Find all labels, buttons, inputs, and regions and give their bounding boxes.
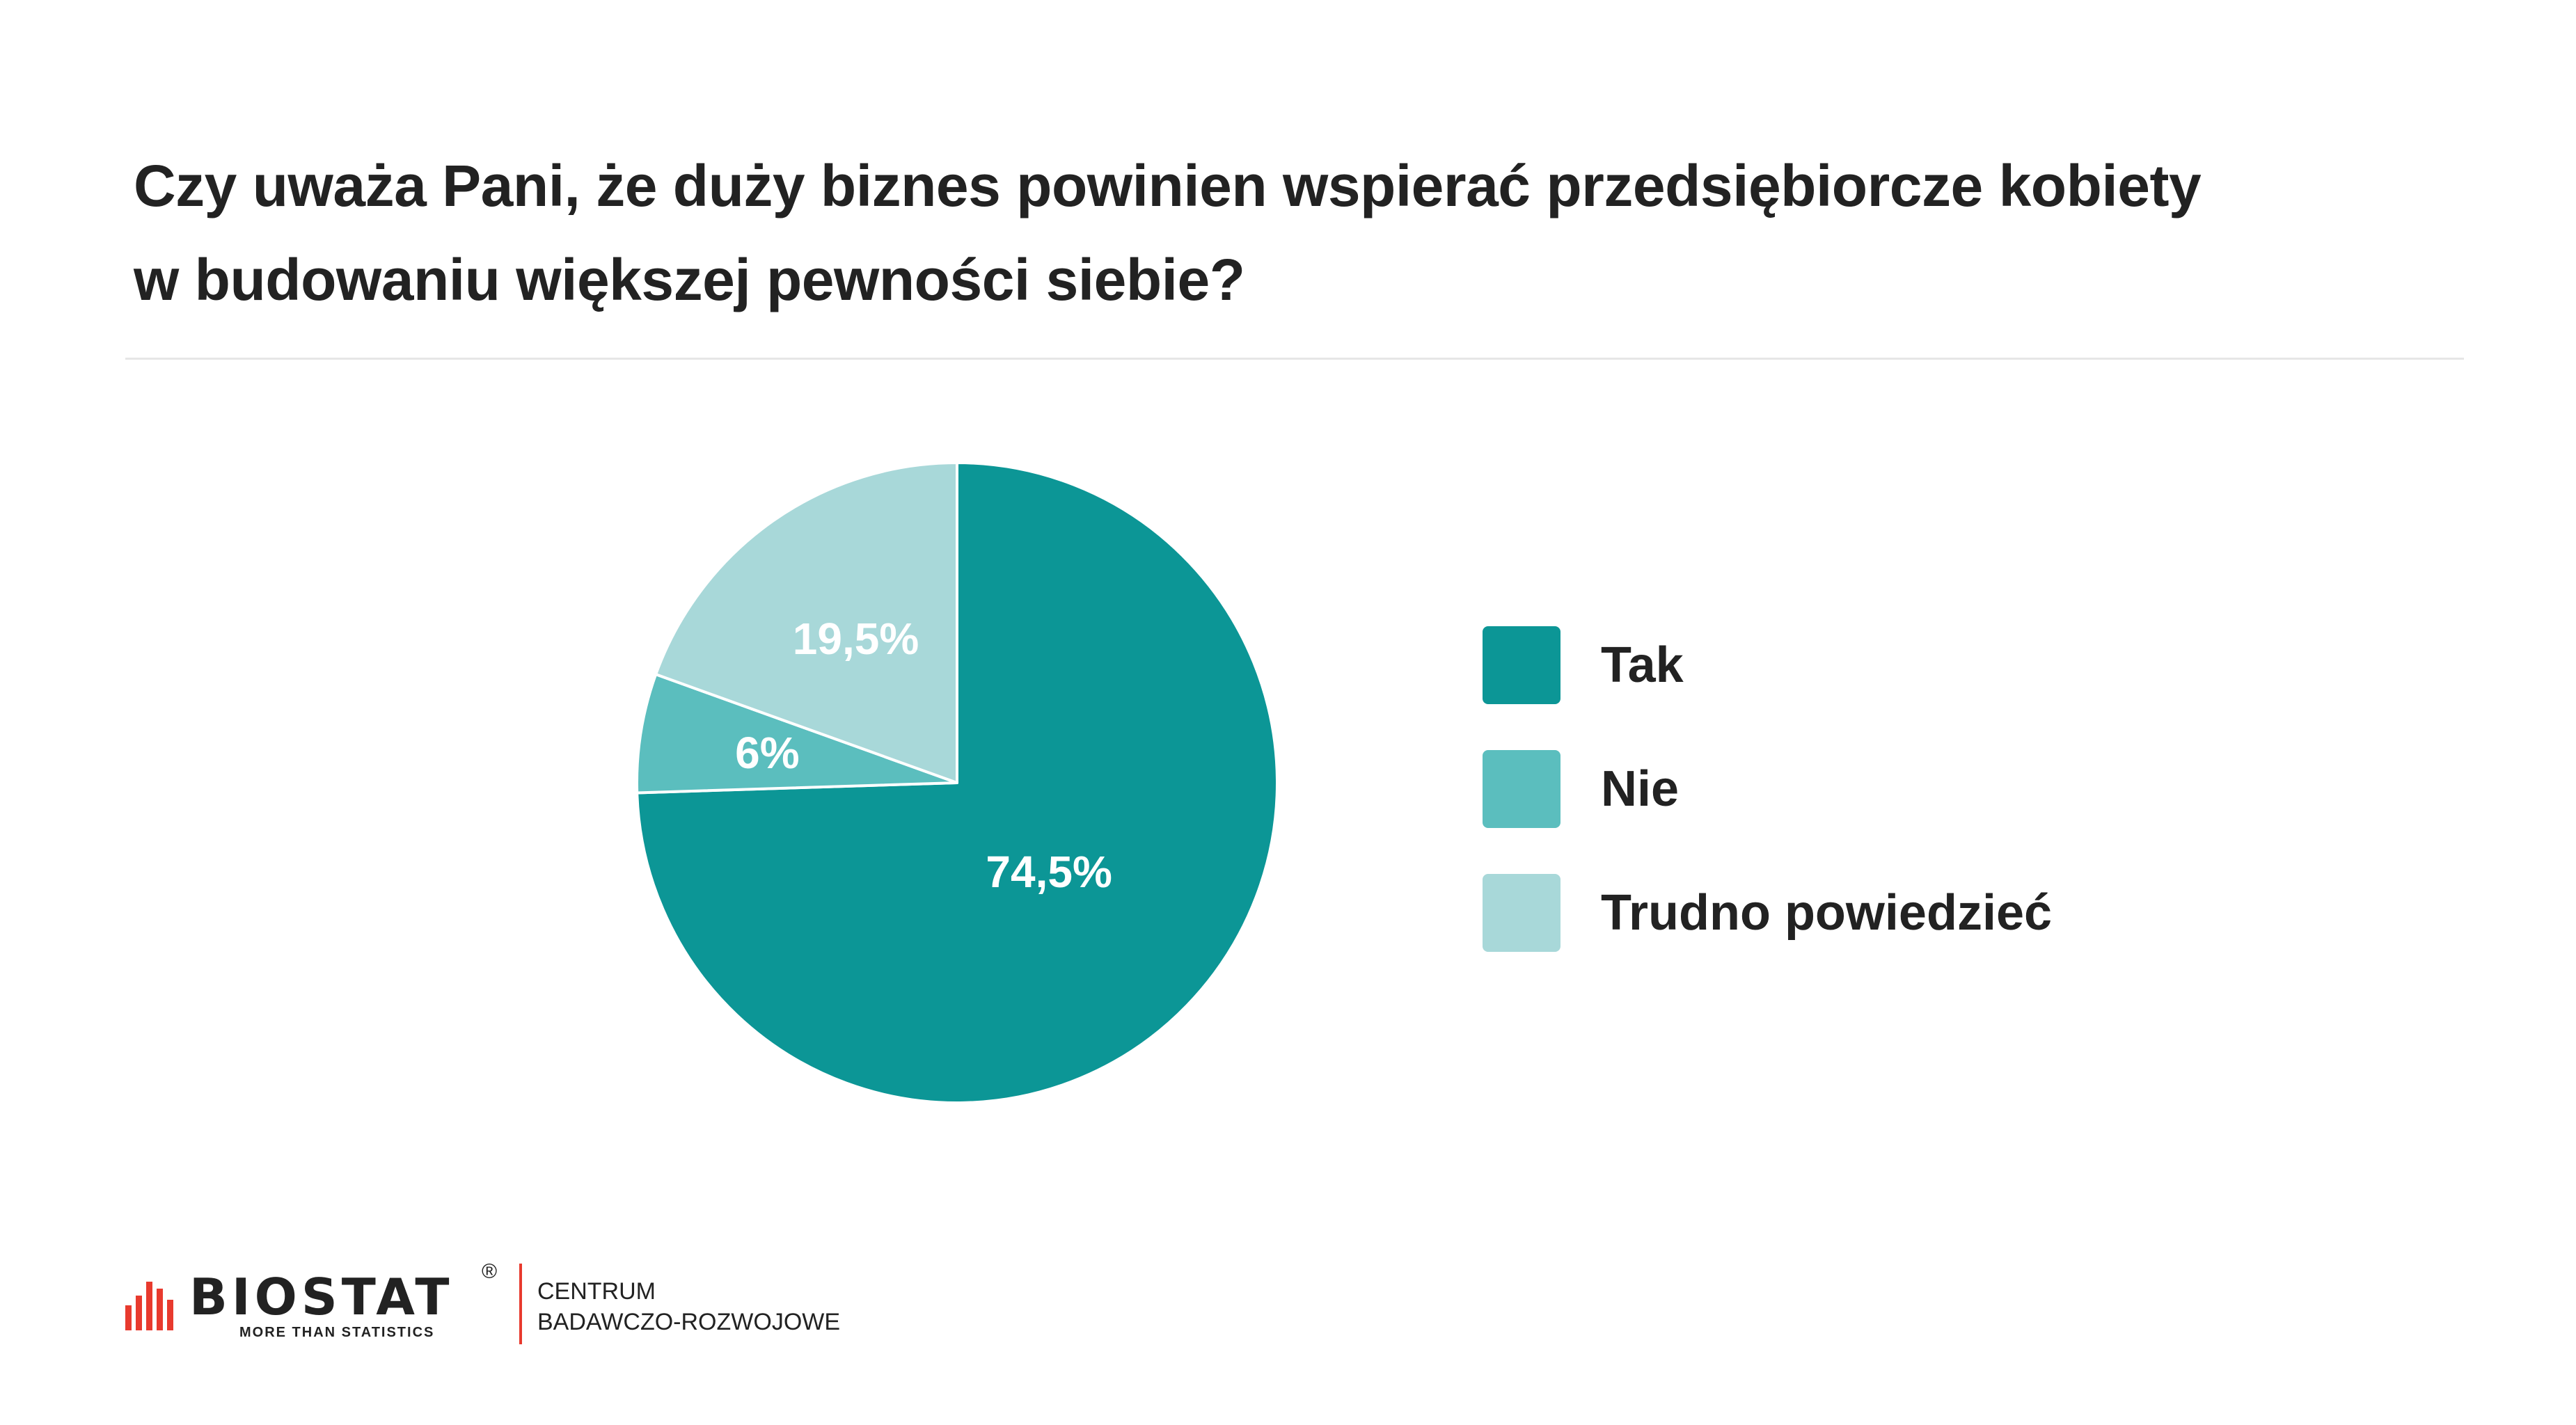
logo-bars-icon bbox=[125, 1282, 173, 1330]
logo-brand: BIOSTAT bbox=[189, 1268, 454, 1326]
legend-label-trudno-powiedziec: Trudno powiedzieć bbox=[1601, 885, 2053, 941]
legend-item-trudno-powiedziec: Trudno powiedzieć bbox=[1483, 874, 2248, 954]
chart-title: Czy uważa Pani, że duży biznes powinien … bbox=[134, 139, 2431, 327]
logo-registered-mark: ® bbox=[482, 1260, 498, 1283]
pie-label-trudno-powiedzieć: 19,5% bbox=[793, 614, 919, 664]
pie-slice-trudno-powiedzieć bbox=[654, 461, 958, 784]
title-divider bbox=[125, 358, 2464, 360]
pie-label-tak: 74,5% bbox=[986, 847, 1112, 897]
logo-subtitle: CENTRUM BADAWCZO-ROZWOJOWE bbox=[537, 1276, 840, 1337]
pie-slice-nie bbox=[635, 673, 958, 795]
legend-swatch-tak bbox=[1483, 626, 1560, 704]
logo-tagline: MORE THAN STATISTICS bbox=[239, 1325, 435, 1340]
legend-label-nie: Nie bbox=[1601, 761, 1680, 817]
logo-divider bbox=[519, 1264, 522, 1344]
legend-item-nie: Nie bbox=[1483, 750, 2248, 830]
legend-label-tak: Tak bbox=[1601, 637, 1684, 693]
legend-item-tak: Tak bbox=[1483, 626, 2248, 706]
legend-swatch-trudno-powiedziec bbox=[1483, 874, 1560, 952]
pie-slices bbox=[635, 461, 1279, 1104]
chart-title-line-2: w budowaniu większej pewności siebie? bbox=[134, 247, 1245, 312]
logo-subtitle-line-1: CENTRUM bbox=[537, 1278, 656, 1305]
pie-label-nie: 6% bbox=[735, 728, 800, 778]
footer-logo: BIOSTAT ® MORE THAN STATISTICS CENTRUM B… bbox=[125, 1261, 961, 1350]
chart-title-line-1: Czy uważa Pani, że duży biznes powinien … bbox=[134, 153, 2202, 218]
legend-swatch-nie bbox=[1483, 750, 1560, 828]
pie-labels: 74,5% 6% 19,5% bbox=[735, 614, 1112, 897]
logo-subtitle-line-2: BADAWCZO-ROZWOJOWE bbox=[537, 1309, 841, 1335]
